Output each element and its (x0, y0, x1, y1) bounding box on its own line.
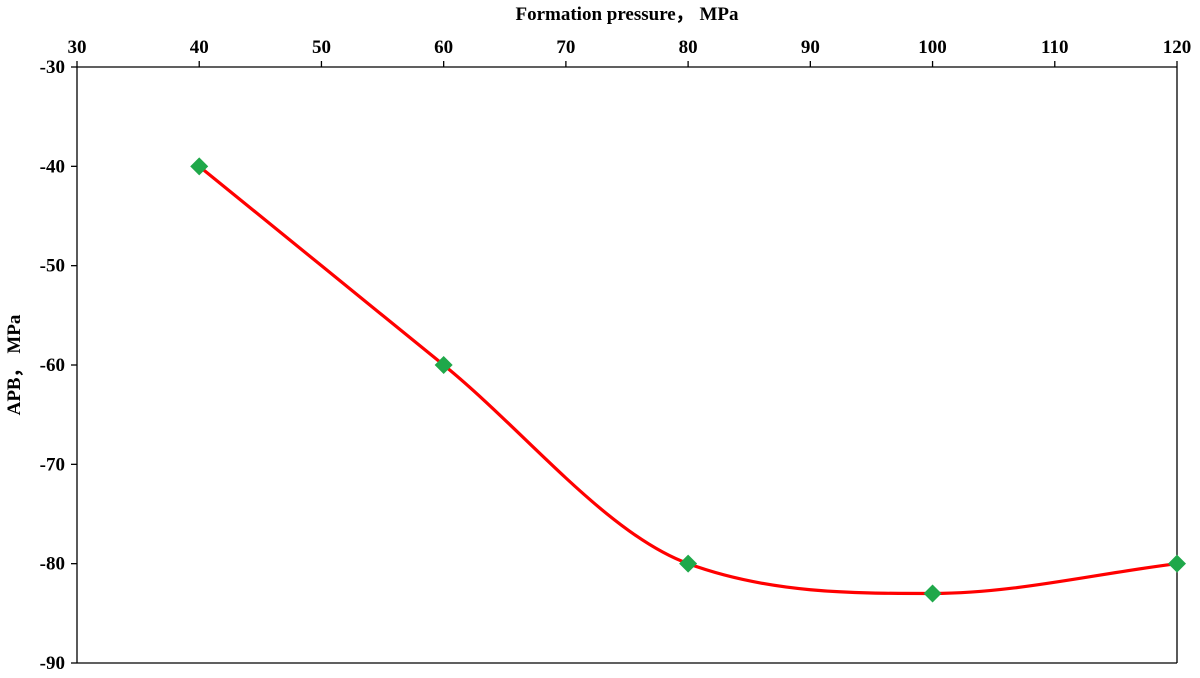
y-axis-title: APB， MPa (4, 314, 25, 415)
y-tick-label: -30 (40, 57, 65, 78)
marker-group (190, 157, 1186, 603)
y-tick-label: -90 (40, 653, 65, 674)
tick-group: 30 40 50 60 70 80 90 100 110 120 -30 -40 -50 -60 -70 -8… (40, 37, 1192, 674)
x-tick-label: 120 (1163, 37, 1192, 58)
data-point-marker (923, 584, 942, 603)
x-tick-label: 110 (1041, 37, 1068, 58)
data-point-marker (434, 356, 453, 374)
x-axis-title: Formation pressure， MPa (515, 4, 739, 25)
y-tick-label: -50 (40, 256, 65, 277)
x-tick-label: 50 (312, 37, 331, 58)
y-tick-label: -70 (40, 454, 65, 475)
x-tick-label: 70 (556, 37, 575, 58)
data-point-marker (1168, 554, 1186, 573)
y-tick-label: -40 (40, 156, 65, 177)
data-point-marker (190, 157, 209, 176)
series-line (197, 164, 1179, 596)
x-tick-label: 90 (801, 37, 820, 58)
y-tick-label: -60 (40, 355, 65, 376)
data-point-marker (679, 554, 698, 573)
y-tick-label: -80 (40, 554, 65, 575)
x-tick-label: 80 (679, 37, 698, 58)
x-tick-label: 100 (918, 37, 947, 58)
x-tick-label: 60 (434, 37, 453, 58)
x-tick-label: 40 (190, 37, 209, 58)
x-tick-label: 30 (68, 37, 87, 58)
